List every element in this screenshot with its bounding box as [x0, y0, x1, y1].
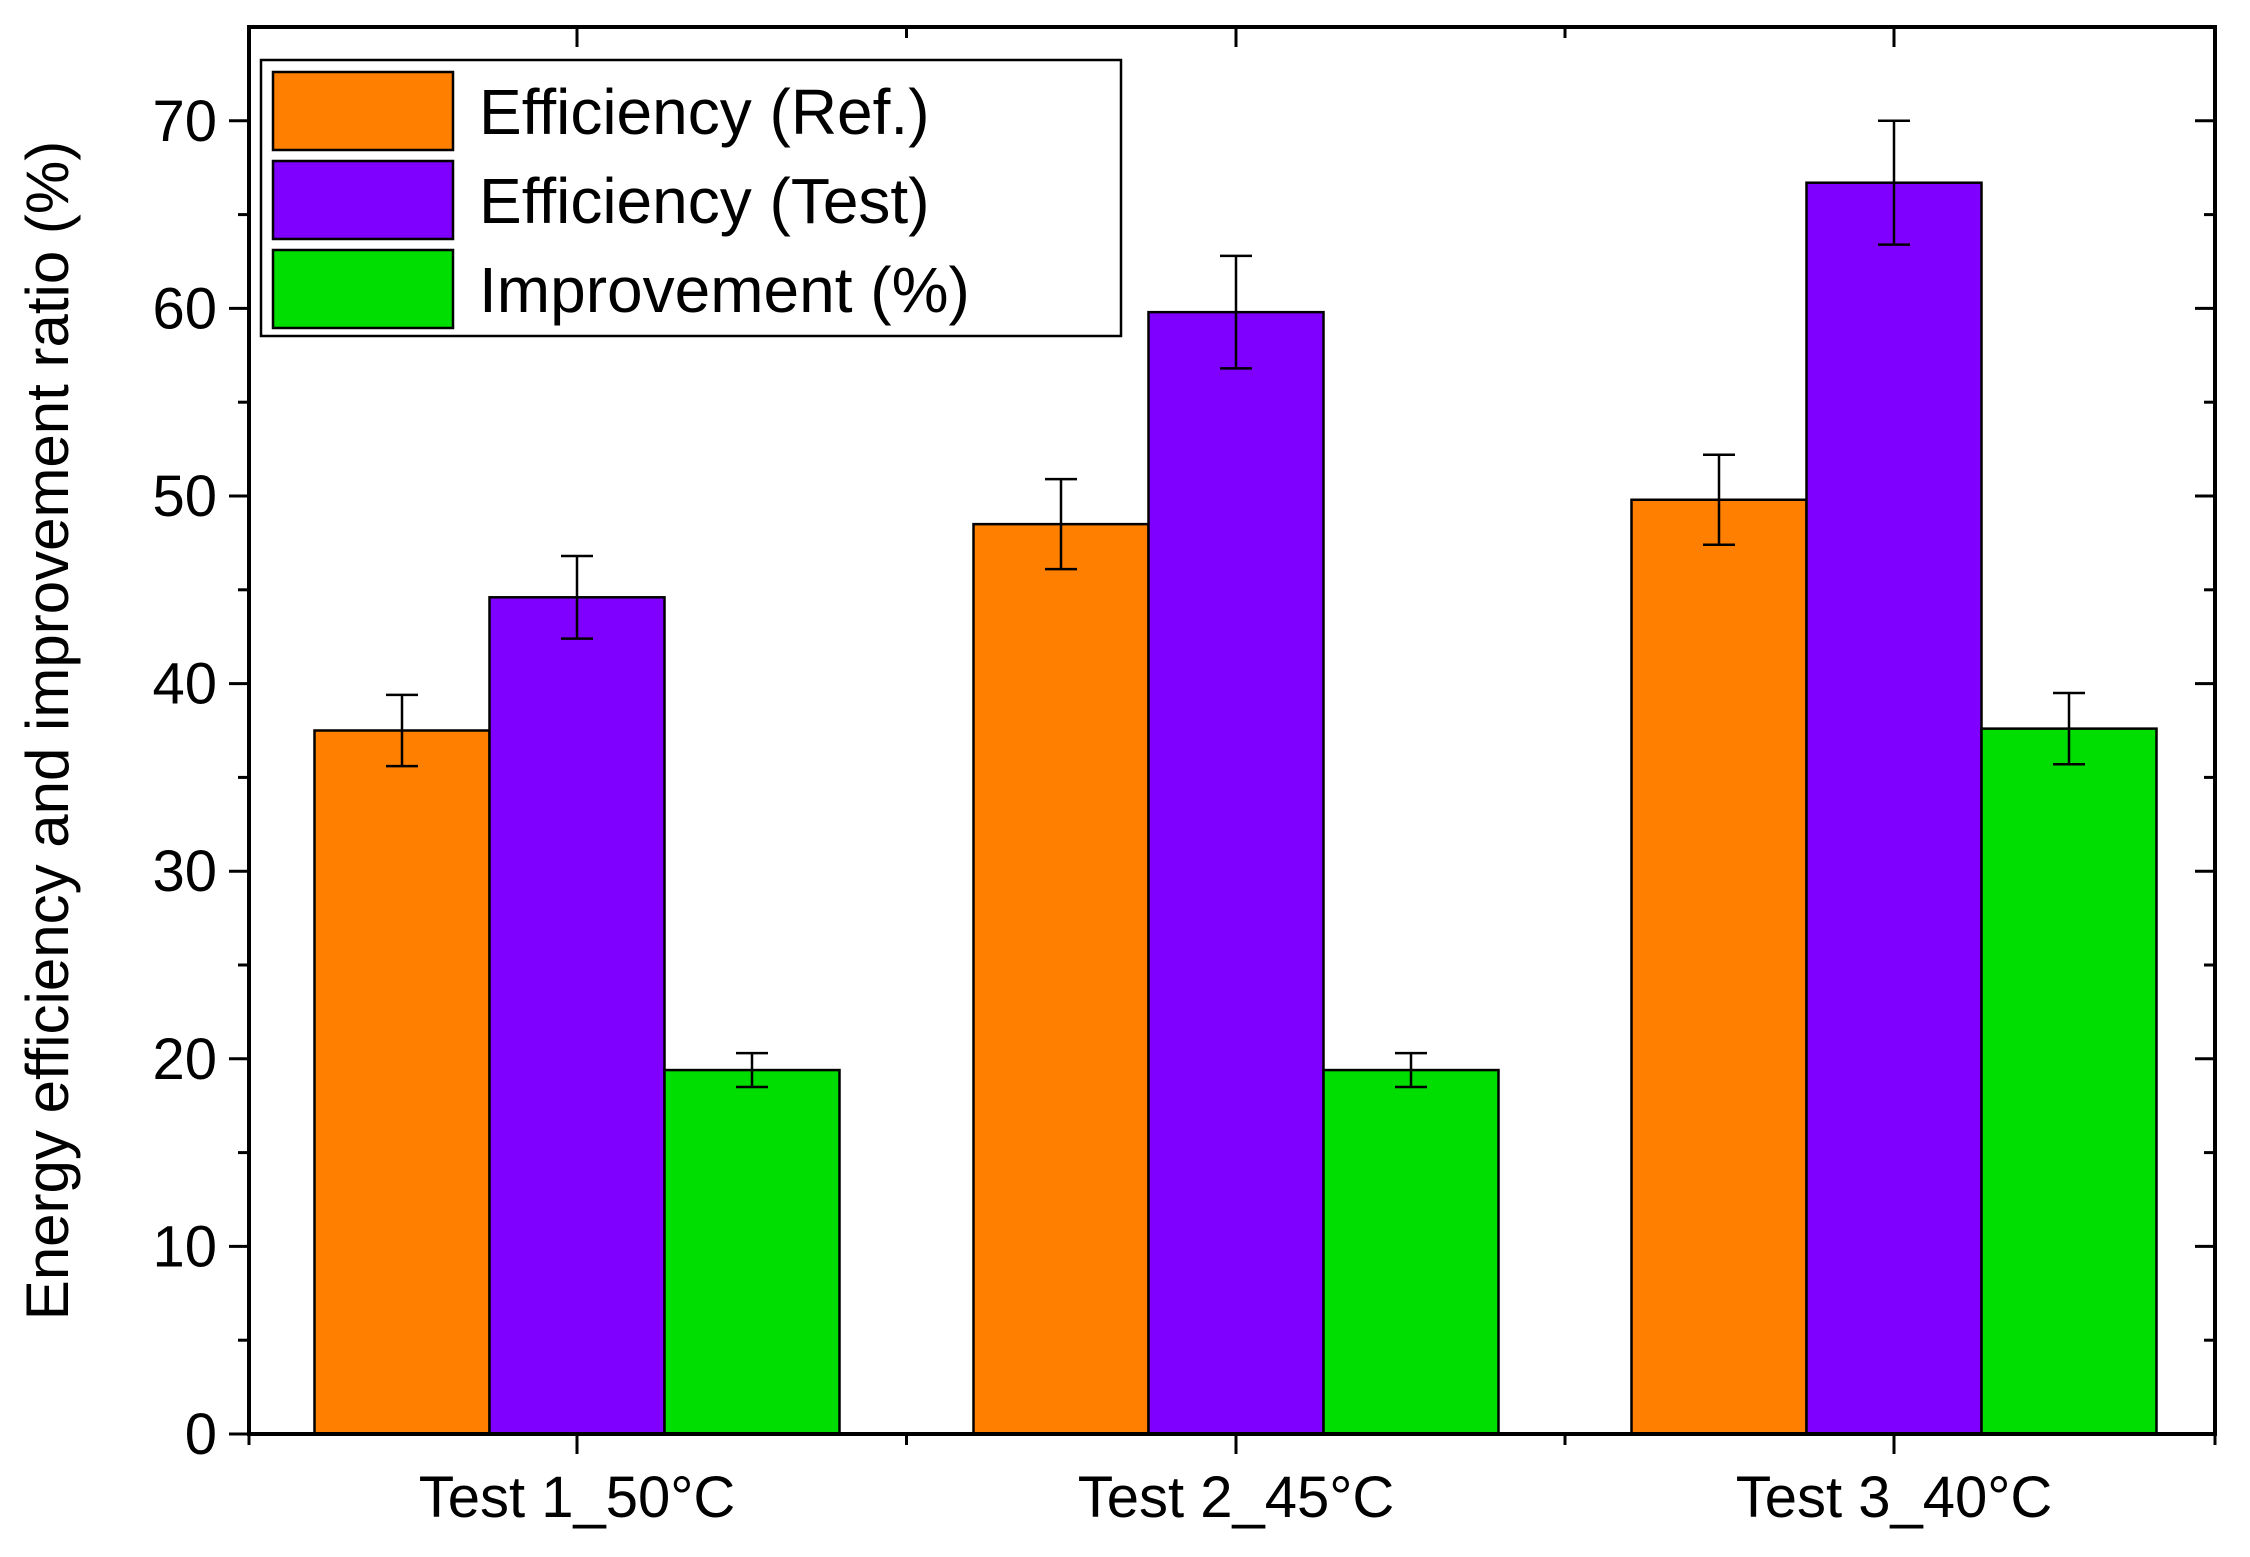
- plot-frame: [247, 25, 2217, 1436]
- bar-2-1: [488, 596, 666, 1436]
- legend: Efficiency (Ref.) Efficiency (Test) Improv…: [259, 58, 1123, 338]
- legend-item-3: Improvement (%): [271, 248, 970, 330]
- y-axis-title: Energy efficiency and improvement ratio …: [14, 141, 81, 1320]
- error-bar-2-3: [1878, 119, 1910, 246]
- error-bars-layer: [386, 119, 2085, 1089]
- y-tick-label: 30: [152, 839, 217, 904]
- bar-1-3: [1630, 498, 1808, 1436]
- x-tick-labels: Test 1_50°C Test 2_45°C Test 3_40°C: [419, 1465, 2053, 1530]
- error-bar-1-2: [1045, 477, 1077, 571]
- legend-item-2: Efficiency (Test): [271, 159, 930, 241]
- y-tick-label: 50: [152, 464, 217, 529]
- legend-swatch: [271, 248, 455, 330]
- bar-3-1: [663, 1068, 841, 1436]
- legend-swatch: [271, 70, 455, 152]
- error-bar-3-1: [736, 1051, 768, 1089]
- y-tick-labels: 0 10 20 30 40 50 60 70: [152, 89, 217, 1467]
- y-tick-label: 0: [185, 1402, 217, 1467]
- x-tick-label: Test 1_50°C: [419, 1465, 736, 1530]
- y-tick-label: 60: [152, 276, 217, 341]
- legend-item-1: Efficiency (Ref.): [271, 70, 930, 152]
- y-tick-label: 10: [152, 1214, 217, 1279]
- x-tick-label: Test 3_40°C: [1736, 1465, 2053, 1530]
- ticks-layer: [229, 27, 2217, 1454]
- error-bar-3-3: [2053, 691, 2085, 766]
- error-bar-1-3: [1703, 453, 1735, 547]
- legend-swatch: [271, 159, 455, 241]
- bar-2-2: [1147, 310, 1325, 1436]
- error-bar-2-1: [561, 554, 593, 640]
- error-bar-1-1: [386, 693, 418, 768]
- bar-2-3: [1805, 181, 1983, 1436]
- legend-label: Efficiency (Test): [479, 165, 930, 237]
- bar-1-1: [313, 729, 491, 1436]
- legend-label: Improvement (%): [479, 254, 970, 326]
- bars-layer: [313, 181, 2158, 1436]
- error-bar-3-2: [1395, 1051, 1427, 1089]
- legend-label: Efficiency (Ref.): [479, 76, 930, 148]
- bar-3-2: [1322, 1068, 1500, 1436]
- y-tick-label: 20: [152, 1027, 217, 1092]
- error-bar-2-2: [1220, 254, 1252, 370]
- y-tick-label: 40: [152, 652, 217, 717]
- bar-1-2: [972, 522, 1150, 1436]
- bar-3-3: [1980, 727, 2158, 1436]
- x-tick-label: Test 2_45°C: [1078, 1465, 1395, 1530]
- y-tick-label: 70: [152, 89, 217, 154]
